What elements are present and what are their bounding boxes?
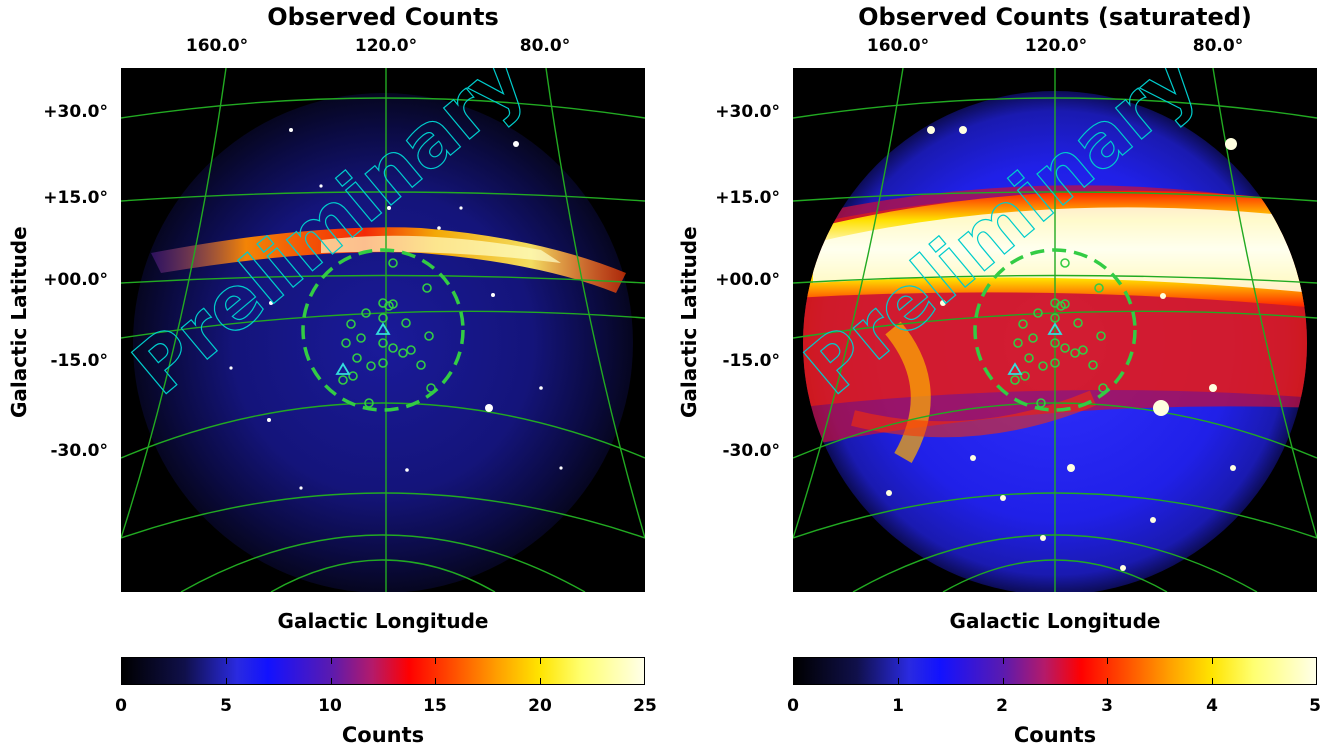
colorbar-label: Counts bbox=[341, 723, 425, 747]
galactic-plane-core bbox=[321, 235, 561, 263]
lat-tick-m30: -30.0° bbox=[50, 441, 109, 461]
sky-map-graphic: Preliminary bbox=[121, 68, 645, 592]
triangle-markers bbox=[335, 322, 391, 375]
colorbar-tick-5: 5 bbox=[1309, 696, 1321, 716]
coordinate-grid bbox=[121, 68, 645, 592]
colorbar-tick-5: 25 bbox=[633, 696, 657, 716]
panel-title: Observed Counts bbox=[267, 3, 499, 31]
sky-map: Preliminary bbox=[793, 68, 1317, 592]
coordinate-grid bbox=[793, 68, 1317, 592]
lon-tick-120: 120.0° bbox=[354, 36, 418, 56]
lat-tick-m15: -15.0° bbox=[722, 351, 781, 371]
colorbar-tick-3: 3 bbox=[1101, 696, 1113, 716]
galactic-plane-band bbox=[151, 227, 626, 293]
lon-tick-80: 80.0° bbox=[1192, 36, 1244, 56]
lat-tick-p15: +15.0° bbox=[715, 188, 780, 208]
colorbar-tick-1: 5 bbox=[220, 696, 232, 716]
point-sources bbox=[229, 128, 563, 490]
lon-tick-160: 160.0° bbox=[866, 36, 930, 56]
sky-disc bbox=[133, 93, 633, 592]
source-markers bbox=[1010, 258, 1108, 408]
point-sources bbox=[886, 126, 1237, 571]
colorbar-tick-3: 15 bbox=[423, 696, 447, 716]
colorbar-label: Counts bbox=[1013, 723, 1097, 747]
x-axis-label: Galactic Longitude bbox=[277, 609, 489, 633]
lat-tick-00: +00.0° bbox=[715, 270, 780, 290]
colorbar-tick-1: 1 bbox=[892, 696, 904, 716]
lon-tick-80: 80.0° bbox=[519, 36, 571, 56]
colorbar-tick-4: 4 bbox=[1206, 696, 1218, 716]
sky-map-graphic: Preliminary bbox=[793, 68, 1317, 592]
lon-tick-160: 160.0° bbox=[185, 36, 249, 56]
lat-tick-00: +00.0° bbox=[43, 270, 108, 290]
colorbar-tick-0: 0 bbox=[787, 696, 799, 716]
colorbar-tick-4: 20 bbox=[528, 696, 552, 716]
colorbar bbox=[121, 657, 645, 685]
roi-circle bbox=[301, 248, 465, 412]
y-axis-label: Galactic Latitude bbox=[677, 226, 701, 418]
colorbar-tick-2: 10 bbox=[318, 696, 342, 716]
lat-tick-p30: +30.0° bbox=[715, 102, 780, 122]
roi-circle bbox=[973, 248, 1137, 412]
x-axis-label: Galactic Longitude bbox=[949, 609, 1161, 633]
panel-observed-counts-saturated: Observed Counts (saturated) 160.0° 120.0… bbox=[670, 0, 1340, 750]
panel-observed-counts: Observed Counts 160.0° 120.0° 80.0° +30.… bbox=[7, 3, 657, 747]
lat-tick-m30: -30.0° bbox=[722, 441, 781, 461]
lat-tick-m15: -15.0° bbox=[50, 351, 109, 371]
triangle-markers bbox=[1007, 322, 1063, 375]
source-markers bbox=[338, 258, 436, 408]
y-axis-label: Galactic Latitude bbox=[7, 226, 31, 418]
colorbar-tick-0: 0 bbox=[115, 696, 127, 716]
panel-title: Observed Counts (saturated) bbox=[858, 3, 1252, 31]
colorbar-tick-2: 2 bbox=[996, 696, 1008, 716]
lon-tick-120: 120.0° bbox=[1024, 36, 1088, 56]
sky-map: Preliminary bbox=[121, 68, 645, 592]
lat-tick-p15: +15.0° bbox=[43, 188, 108, 208]
lat-tick-p30: +30.0° bbox=[43, 102, 108, 122]
colorbar bbox=[793, 657, 1317, 685]
